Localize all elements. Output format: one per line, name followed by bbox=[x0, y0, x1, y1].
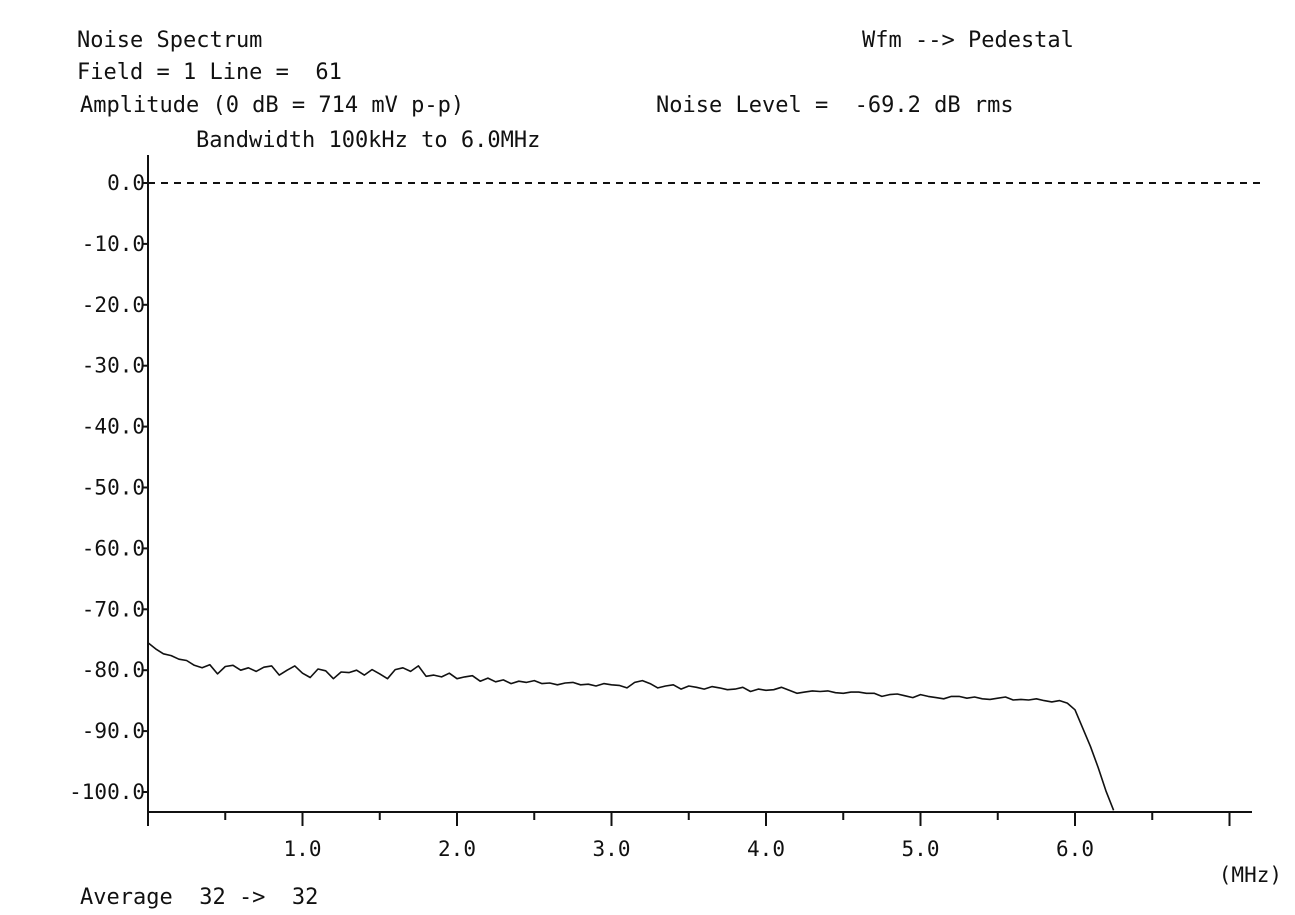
chart-axes bbox=[147, 155, 1262, 813]
y-tick-label: -30.0 bbox=[82, 354, 145, 378]
noise-spectrum-line bbox=[147, 642, 1115, 811]
x-axis-unit-label: (MHz) bbox=[1219, 863, 1282, 887]
x-tick-label: 4.0 bbox=[747, 837, 785, 861]
y-tick-label: -80.0 bbox=[82, 658, 145, 682]
chart-title: Noise Spectrum bbox=[77, 28, 263, 53]
x-axis-ticks: 1.0 2.0 3.0 4.0 5.0 6.0 bbox=[147, 812, 1231, 861]
average-label: Average 32 -> 32 bbox=[80, 885, 319, 910]
field-line-label: Field = 1 Line = 61 bbox=[77, 60, 342, 85]
y-tick-label: -70.0 bbox=[82, 597, 145, 621]
y-tick-label: 0.0 bbox=[107, 171, 145, 195]
bandwidth-label: Bandwidth 100kHz to 6.0MHz bbox=[196, 128, 541, 153]
x-tick-label: 1.0 bbox=[284, 837, 322, 861]
y-axis-ticks: 0.0 -10.0 -20.0 -30.0 -40.0 -50.0 -60.0 -70.0 -8… bbox=[69, 171, 149, 804]
x-tick-label: 6.0 bbox=[1056, 837, 1094, 861]
y-tick-label: -50.0 bbox=[82, 476, 145, 500]
y-tick-label: -60.0 bbox=[82, 536, 145, 560]
y-tick-label: -90.0 bbox=[82, 719, 145, 743]
series-group bbox=[147, 642, 1115, 811]
x-tick-label: 3.0 bbox=[593, 837, 631, 861]
x-tick-label: 5.0 bbox=[902, 837, 940, 861]
waveform-label: Wfm --> Pedestal bbox=[862, 28, 1074, 53]
noise-level-label: Noise Level = -69.2 dB rms bbox=[656, 93, 1014, 118]
amplitude-reference-label: Amplitude (0 dB = 714 mV p-p) bbox=[80, 93, 465, 118]
y-tick-label: -100.0 bbox=[69, 780, 145, 804]
x-tick-label: 2.0 bbox=[438, 837, 476, 861]
y-tick-label: -20.0 bbox=[82, 293, 145, 317]
y-tick-label: -40.0 bbox=[82, 415, 145, 439]
y-tick-label: -10.0 bbox=[82, 232, 145, 256]
